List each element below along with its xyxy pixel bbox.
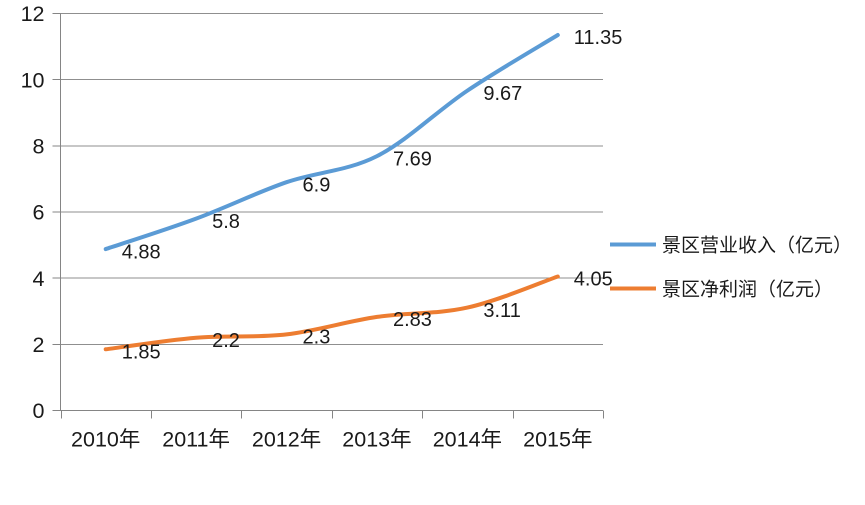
legend-label-0: 景区营业收入（亿元） [662,234,852,256]
y-tick-label: 12 [21,2,45,26]
x-tick-label: 2013年 [342,428,411,452]
data-label: 9.67 [483,83,522,105]
y-tick-label: 2 [33,333,45,357]
data-label: 5.8 [212,211,240,233]
x-tick-label: 2010年 [71,428,140,452]
data-label: 4.05 [574,269,613,291]
legend-item-1: 景区净利润（亿元） [610,278,833,300]
data-labels-0: 4.88 5.8 6.9 7.69 9.67 11.35 [122,27,623,263]
data-labels-1: 1.85 2.2 2.3 2.83 3.11 4.05 [122,269,613,364]
gridlines [60,13,603,345]
y-tick-label: 4 [33,267,45,291]
legend-label-1: 景区净利润（亿元） [662,278,833,300]
data-label: 7.69 [393,148,432,170]
series-line-0 [103,33,560,252]
data-label: 2.2 [212,330,240,352]
y-axis-labels: 0 2 4 6 8 10 12 [21,2,45,423]
legend: 景区营业收入（亿元） 景区净利润（亿元） [610,234,852,300]
x-tick-label: 2011年 [162,428,230,452]
data-label: 6.9 [303,174,331,196]
x-tick-label: 2015年 [523,428,592,452]
data-label: 3.11 [483,300,520,322]
data-label: 11.35 [574,27,623,49]
x-tick-label: 2012年 [252,428,321,452]
axes [52,13,604,419]
series-line-1 [103,274,560,352]
legend-item-0: 景区营业收入（亿元） [610,234,852,256]
data-label: 2.3 [303,327,331,349]
data-label: 4.88 [122,241,161,263]
x-axis-labels: 2010年 2011年 2012年 2013年 2014年 2015年 [71,428,592,452]
y-tick-label: 6 [33,201,45,225]
data-label: 2.83 [393,309,432,331]
y-tick-label: 10 [21,68,45,92]
x-tick-label: 2014年 [433,428,502,452]
data-label: 1.85 [122,341,161,363]
y-tick-label: 8 [33,135,45,159]
y-tick-label: 0 [33,399,45,423]
